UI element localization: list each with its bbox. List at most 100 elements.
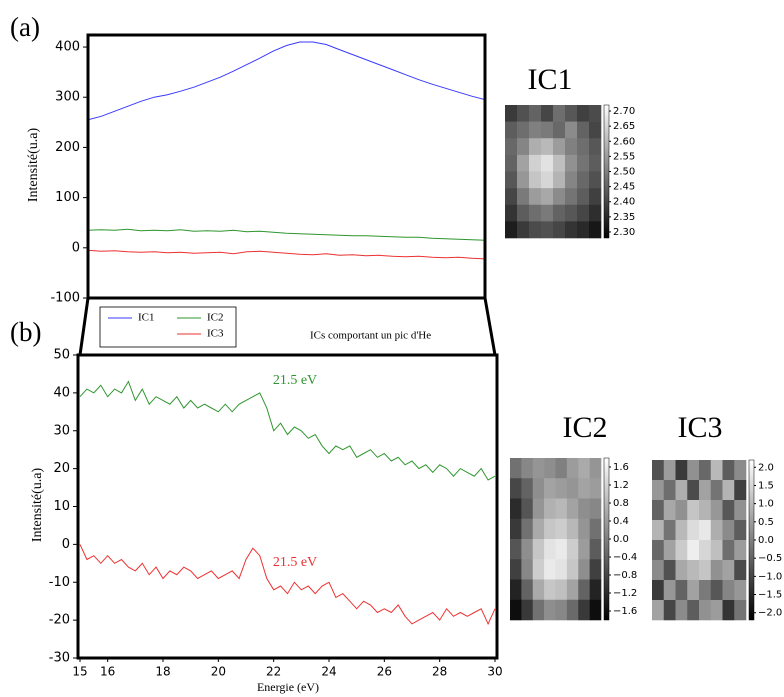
heatmap-cell — [544, 539, 556, 560]
heatmap-cell — [505, 171, 518, 189]
series-line — [88, 228, 485, 241]
legend-box — [99, 306, 237, 348]
heatmap-cell — [544, 559, 556, 580]
colorbar-tick-label: −2.0 — [758, 608, 782, 619]
heatmap-cell — [589, 171, 602, 189]
heatmap-cell — [663, 540, 676, 561]
colorbar-tick-label: 1.2 — [613, 480, 629, 491]
heatmap-cell — [722, 540, 735, 561]
heatmap-cell — [510, 478, 522, 499]
heatmap-cell — [532, 539, 545, 560]
heatmap-cell — [529, 154, 542, 172]
annotation: ICs comportant un pic d'He — [310, 330, 431, 342]
colorbar-tick-label: −0.5 — [758, 553, 782, 564]
heatmap-cell — [577, 154, 590, 172]
y-tick-label: -10 — [49, 575, 70, 590]
heatmap-cell — [589, 599, 602, 621]
heatmap-cell — [578, 539, 590, 560]
heatmap-cell — [505, 105, 518, 122]
y-tick-label: 30 — [53, 423, 70, 438]
heatmap-cell — [589, 579, 602, 601]
x-tick-label: 22 — [266, 665, 281, 679]
heatmap-cell — [663, 520, 676, 541]
heatmap-cell — [652, 500, 665, 521]
heatmap-cell — [687, 520, 700, 541]
heatmap-cell — [553, 105, 566, 122]
series-line — [88, 249, 485, 260]
heatmap-cell — [663, 460, 676, 481]
colorbar-tick-label: −0.8 — [613, 570, 637, 581]
plot-frame — [76, 353, 499, 660]
heatmap-cell — [663, 500, 676, 521]
heatmap-cell — [710, 480, 723, 501]
heatmap-cell — [510, 458, 522, 479]
heatmap-cell — [555, 559, 568, 580]
heatmap-cell — [555, 498, 568, 520]
heatmap-cell — [652, 560, 665, 581]
x-tick-label: 16 — [100, 665, 115, 679]
heatmap-cell — [699, 600, 712, 621]
heatmap-cell — [675, 480, 688, 501]
heatmap-cell — [510, 518, 522, 540]
heatmap-cell — [555, 478, 568, 499]
y-tick-label: 100 — [55, 190, 80, 205]
heatmap-cell — [589, 458, 602, 479]
y-tick-label: 200 — [55, 140, 80, 155]
heatmap-cell — [565, 138, 578, 156]
heatmap-cell — [529, 138, 542, 156]
heatmap-cell — [577, 204, 590, 222]
heatmap-cell — [734, 560, 747, 581]
plot-frame — [86, 33, 487, 300]
heatmap-cell — [505, 138, 518, 156]
heatmap-cell — [577, 121, 590, 139]
heatmap-cell — [529, 204, 542, 222]
heatmap-cell — [675, 600, 688, 621]
x-tick-label: 26 — [377, 665, 392, 679]
heatmap-cell — [553, 154, 566, 172]
heatmap-cell — [565, 171, 578, 189]
heatmap-cell — [532, 498, 545, 520]
heatmap-cell — [699, 500, 712, 521]
y-tick-label: -20 — [49, 613, 70, 628]
heatmap-cell — [555, 579, 568, 601]
heatmap-cell — [589, 478, 602, 499]
heatmap-cell — [675, 580, 688, 601]
x-tick-label: 24 — [321, 665, 336, 679]
y-tick-label: 20 — [53, 461, 70, 476]
y-tick-label: 400 — [55, 40, 80, 55]
heatmap-cell — [663, 580, 676, 601]
heatmap-cell — [710, 560, 723, 581]
heatmap-cell — [578, 579, 590, 601]
heatmap-cell — [529, 188, 542, 206]
map-title: IC2 — [563, 411, 608, 444]
heatmap-cell — [517, 105, 530, 122]
heatmap-cell — [529, 171, 542, 189]
heatmap-cell — [517, 221, 530, 239]
colorbar-tick-label: 1.0 — [758, 499, 774, 510]
series-line — [79, 380, 496, 481]
colorbar-tick-label: 0.8 — [613, 498, 629, 509]
heatmap-cell — [553, 221, 566, 239]
heatmap-cell — [652, 540, 665, 561]
heatmap-cell — [699, 560, 712, 581]
series-line — [88, 41, 485, 121]
heatmap-cell — [722, 580, 735, 601]
heatmap-cell — [722, 600, 735, 621]
colorbar — [748, 459, 755, 621]
heatmap-cell — [532, 599, 545, 621]
heatmap-cell — [541, 221, 554, 239]
x-axis-label: Energie (eV) — [257, 680, 319, 694]
heatmap-cell — [652, 520, 665, 541]
heatmap-cell — [544, 599, 556, 621]
heatmap-cell — [565, 221, 578, 239]
heatmap-cell — [734, 600, 747, 621]
heatmap-cell — [529, 221, 542, 239]
colorbar-tick-label: 0.4 — [613, 516, 629, 527]
heatmap-cell — [510, 539, 522, 560]
heatmap-cell — [553, 121, 566, 139]
heatmap-cell — [687, 500, 700, 521]
heatmap-cell — [734, 580, 747, 601]
heatmap-cell — [566, 458, 579, 479]
heatmap-cell — [541, 171, 554, 189]
colorbar-tick-label: 2.60 — [613, 136, 635, 147]
